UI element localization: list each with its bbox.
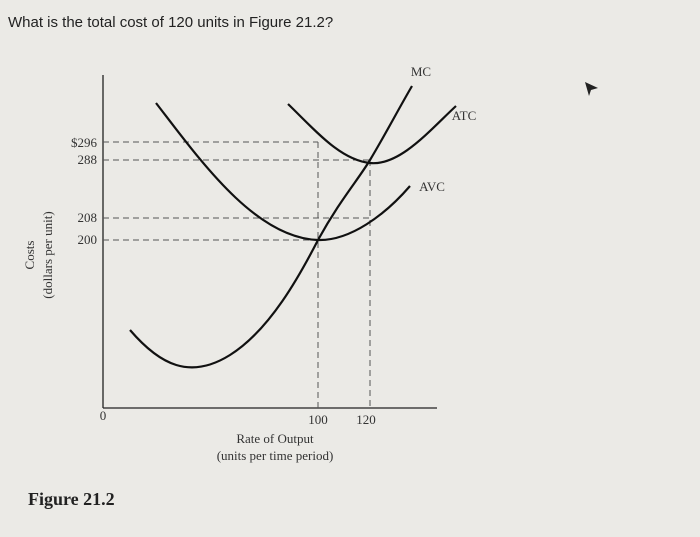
question: What is the total cost of 120 units in F… xyxy=(8,14,333,31)
mc-curve xyxy=(129,85,413,369)
y-tick-label: 208 xyxy=(78,210,98,225)
atc-curve xyxy=(287,103,457,165)
x-tick-label: 0 xyxy=(100,408,107,423)
y-axis-title: (dollars per unit) xyxy=(40,211,55,298)
guides xyxy=(103,141,371,408)
x-tick-label: 120 xyxy=(356,412,376,427)
curve-label: MC xyxy=(411,64,431,79)
x-axis-title: (units per time period) xyxy=(217,448,334,463)
avc-curve xyxy=(155,102,411,242)
caption: Figure 21.2 xyxy=(28,489,115,509)
y-tick-label: $296 xyxy=(71,135,98,150)
y-tick-label: 288 xyxy=(78,152,98,167)
curve-label: ATC xyxy=(452,108,477,123)
x-axis-title: Rate of Output xyxy=(236,431,314,446)
cursor xyxy=(585,82,598,96)
curve-label: AVC xyxy=(419,179,445,194)
y-axis-title: Costs xyxy=(22,241,37,270)
x-tick-label: 100 xyxy=(308,412,328,427)
y-tick-label: 200 xyxy=(78,232,98,247)
